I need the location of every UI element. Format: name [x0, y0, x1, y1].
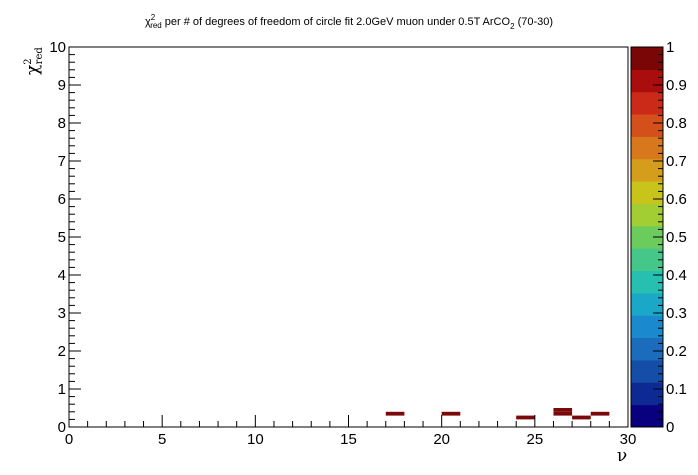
heatmap-cells [385, 408, 610, 420]
title-sub: red [150, 21, 162, 30]
color-scale-axis: 0 0.1 0.2 0.3 0.4 0.5 0.6 0.7 0.8 0.9 1 [653, 39, 687, 436]
y-tick-label: 10 [49, 39, 66, 56]
y-tick-label: 0 [58, 419, 66, 436]
color-tick-label: 0.1 [666, 381, 687, 398]
plot-frame [68, 46, 629, 428]
color-tick-label: 0 [666, 419, 674, 436]
color-scale-segment [631, 315, 663, 339]
x-tick-label: 25 [526, 431, 543, 448]
color-scale-segment [631, 337, 663, 361]
heatmap-cell [441, 411, 461, 416]
color-scale-segment [631, 225, 663, 249]
y-tick-label: 2 [58, 343, 66, 360]
color-scale-segment [631, 69, 663, 93]
x-tick-label: 20 [433, 431, 450, 448]
y-tick-label: 5 [58, 229, 66, 246]
color-scale-segment [631, 114, 663, 137]
color-tick-label: 0.6 [666, 191, 687, 208]
x-tick-label: 10 [247, 431, 264, 448]
heatmap-cell [553, 411, 573, 416]
color-scale-segment [631, 382, 663, 406]
color-scale-segment [631, 136, 663, 160]
heatmap-cell [590, 411, 610, 416]
y-tick-label: 4 [58, 267, 66, 284]
plot-area [68, 46, 629, 428]
x-tick-label: 0 [65, 431, 73, 448]
color-tick-label: 0.4 [666, 267, 687, 284]
y-tick-label: 1 [58, 381, 66, 398]
color-scale-segment [631, 404, 663, 428]
color-scale-segment [631, 203, 663, 227]
color-scale-segment [631, 359, 663, 383]
color-scale-segment [631, 292, 663, 316]
x-tick-label: 30 [620, 431, 637, 448]
color-tick-label: 0.5 [666, 229, 687, 246]
title-co2-sub: 2 [510, 22, 515, 31]
title-middle: per # of degrees of freedom of circle fi… [162, 16, 511, 28]
color-tick-label: 0.3 [666, 305, 687, 322]
y-tick-label: 7 [58, 153, 66, 170]
title-chi: χ [145, 16, 151, 28]
color-tick-label: 1 [666, 39, 674, 56]
y-axis-sub: red [34, 47, 45, 65]
heatmap-cell [553, 408, 573, 412]
color-tick-label: 0.9 [666, 77, 687, 94]
chart-title: χ2 red per # of degrees of freedom of cir… [145, 13, 553, 31]
y-axis-sup: 2 [23, 58, 34, 64]
heatmap-cell [516, 415, 535, 420]
y-axis-base: χ [23, 65, 43, 75]
y-tick-label: 8 [58, 115, 66, 132]
y-tick-label: 3 [58, 305, 66, 322]
x-axis-title: ν [617, 446, 627, 466]
y-axis: 0 1 2 3 4 5 6 7 8 9 10 [49, 39, 81, 436]
color-scale-bar [630, 46, 664, 428]
y-tick-label: 6 [58, 191, 66, 208]
x-tick-label: 5 [158, 431, 166, 448]
color-tick-label: 0.7 [666, 153, 687, 170]
y-tick-label: 9 [58, 77, 66, 94]
y-axis-title: χ2red [23, 47, 45, 75]
color-scale-segment [631, 181, 663, 204]
heatmap-cell [385, 411, 405, 416]
x-tick-label: 15 [340, 431, 357, 448]
color-tick-label: 0.8 [666, 115, 687, 132]
color-scale-segment [631, 91, 663, 115]
x-axis: 0 5 10 15 20 25 30 [65, 415, 637, 448]
color-scale-segment [631, 47, 663, 70]
color-scale-segment [631, 158, 663, 182]
title-tail: (70-30) [515, 16, 554, 28]
color-tick-label: 0.2 [666, 343, 687, 360]
color-scale-segment [631, 270, 663, 294]
heatmap-cell [572, 415, 591, 420]
title-sup: 2 [151, 13, 156, 22]
color-scale-segment [631, 248, 663, 272]
